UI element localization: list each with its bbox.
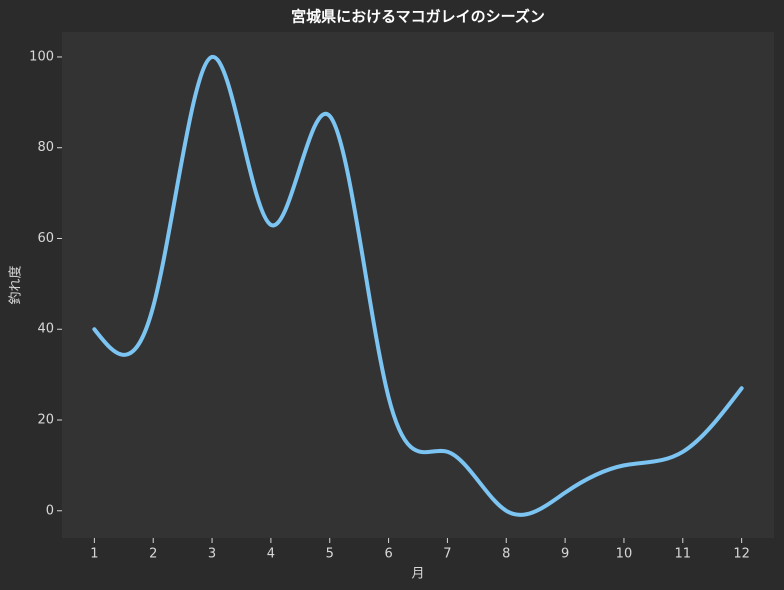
y-tick-label: 60 bbox=[37, 231, 54, 246]
x-tick-label: 12 bbox=[733, 547, 750, 562]
x-tick-label: 6 bbox=[384, 547, 392, 562]
y-tick-label: 0 bbox=[46, 503, 54, 518]
x-tick-label: 3 bbox=[208, 547, 216, 562]
y-tick-label: 80 bbox=[37, 140, 54, 155]
y-tick-label: 20 bbox=[37, 413, 54, 428]
x-tick-label: 2 bbox=[149, 547, 157, 562]
x-tick-label: 4 bbox=[267, 547, 275, 562]
x-tick-label: 10 bbox=[616, 547, 633, 562]
x-tick-label: 9 bbox=[561, 547, 569, 562]
chart-title: 宮城県におけるマコガレイのシーズン bbox=[291, 8, 545, 26]
x-tick-label: 7 bbox=[443, 547, 451, 562]
x-axis-label: 月 bbox=[411, 567, 424, 582]
line bbox=[92, 54, 744, 517]
x-tick-label: 1 bbox=[90, 547, 98, 562]
x-tick-label: 5 bbox=[326, 547, 334, 562]
x-tick-label: 11 bbox=[675, 547, 692, 562]
y-tick-label: 100 bbox=[29, 49, 54, 64]
y-axis-label: 釣れ度 bbox=[8, 265, 24, 304]
y-tick-label: 40 bbox=[37, 322, 54, 337]
x-tick-label: 8 bbox=[502, 547, 510, 562]
plot-area bbox=[62, 32, 774, 538]
